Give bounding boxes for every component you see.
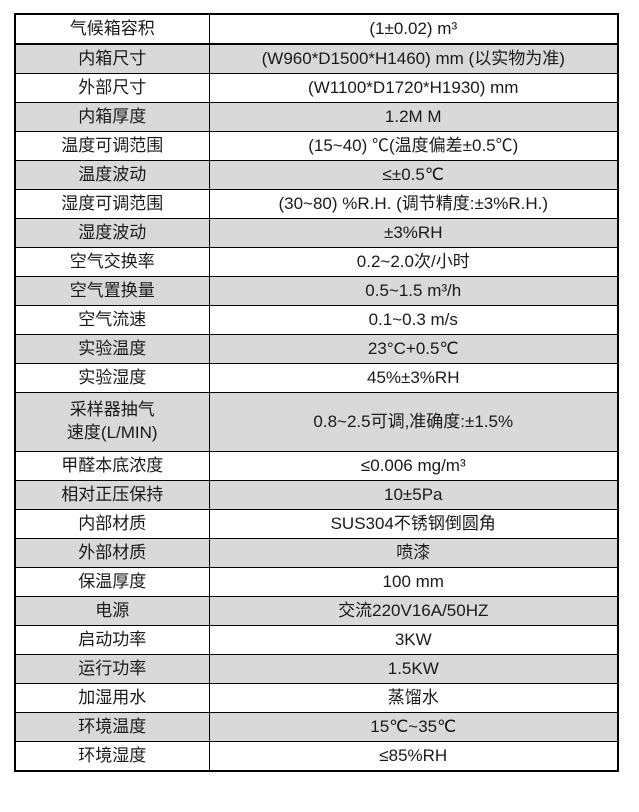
spec-value-cell: 3KW xyxy=(208,625,619,655)
spec-value-cell: 喷漆 xyxy=(208,538,619,568)
spec-parameter-cell: 保温厚度 xyxy=(14,567,210,597)
spec-parameter-cell: 湿度可调范围 xyxy=(14,189,210,219)
spec-parameter-cell: 外部尺寸 xyxy=(14,73,210,103)
spec-row: 温度波动 ≤±0.5℃ xyxy=(14,160,619,190)
spec-parameter-cell: 内箱尺寸 xyxy=(14,43,210,74)
spec-value-cell: 交流220V16A/50HZ xyxy=(208,596,619,626)
spec-parameter-cell: 加湿用水 xyxy=(14,683,210,713)
spec-parameter-cell: 温度波动 xyxy=(14,160,210,190)
spec-row: 环境湿度 ≤85%RH xyxy=(14,741,619,772)
spec-row: 启动功率 3KW xyxy=(14,625,619,655)
spec-parameter-cell: 环境温度 xyxy=(14,712,210,742)
spec-value-cell: (W1100*D1720*H1930) mm xyxy=(208,73,619,103)
spec-value-cell: 0.2~2.0次/小时 xyxy=(208,247,619,277)
spec-row: 实验湿度 45%±3%RH xyxy=(14,363,619,393)
spec-parameter-cell: 外部材质 xyxy=(14,538,210,568)
spec-row: 实验温度 23°C+0.5℃ xyxy=(14,334,619,364)
spec-row: 湿度可调范围 (30~80) %R.H. (调节精度:±3%R.H.) xyxy=(14,189,619,219)
spec-value-cell: 23°C+0.5℃ xyxy=(208,334,619,364)
spec-value-cell: 蒸馏水 xyxy=(208,683,619,713)
spec-row: 内部材质 SUS304不锈钢倒圆角 xyxy=(14,509,619,539)
spec-row: 保温厚度 100 mm xyxy=(14,567,619,597)
spec-parameter-cell: 相对正压保持 xyxy=(14,480,210,510)
spec-parameter-cell: 内部材质 xyxy=(14,509,210,539)
spec-row: 外部尺寸 (W1100*D1720*H1930) mm xyxy=(14,73,619,103)
spec-parameter-cell: 实验湿度 xyxy=(14,363,210,393)
spec-value-cell: 15℃~35℃ xyxy=(208,712,619,742)
spec-value-cell: 1.2M M xyxy=(208,102,619,132)
spec-row: 内箱尺寸 (W960*D1500*H1460) mm (以实物为准) xyxy=(14,43,619,74)
climate-chamber-spec-table: 气候箱容积 (1±0.02) m³ 内箱尺寸 (W960*D1500*H1460) m… xyxy=(14,13,619,772)
spec-row: 空气置换量 0.5~1.5 m³/h xyxy=(14,276,619,306)
spec-value-cell: (W960*D1500*H1460) mm (以实物为准) xyxy=(208,43,619,74)
spec-parameter-cell: 温度可调范围 xyxy=(14,131,210,161)
spec-value-cell: ±3%RH xyxy=(208,218,619,248)
spec-parameter-cell: 空气置换量 xyxy=(14,276,210,306)
spec-value-cell: 0.5~1.5 m³/h xyxy=(208,276,619,306)
spec-parameter-cell: 湿度波动 xyxy=(14,218,210,248)
spec-parameter-cell: 启动功率 xyxy=(14,625,210,655)
spec-parameter-cell: 空气流速 xyxy=(14,305,210,335)
spec-row: 电源 交流220V16A/50HZ xyxy=(14,596,619,626)
spec-parameter-cell: 运行功率 xyxy=(14,654,210,684)
spec-parameter-cell: 电源 xyxy=(14,596,210,626)
spec-row: 内箱厚度 1.2M M xyxy=(14,102,619,132)
spec-parameter-cell: 实验温度 xyxy=(14,334,210,364)
spec-value-cell: ≤±0.5℃ xyxy=(208,160,619,190)
spec-value-cell: 45%±3%RH xyxy=(208,363,619,393)
spec-row: 采样器抽气 速度(L/MIN) 0.8~2.5可调,准确度:±1.5% xyxy=(14,392,619,452)
spec-value-cell: 0.8~2.5可调,准确度:±1.5% xyxy=(208,392,619,452)
spec-value-cell: (15~40) ℃(温度偏差±0.5℃) xyxy=(208,131,619,161)
spec-row: 空气交换率 0.2~2.0次/小时 xyxy=(14,247,619,277)
spec-value-cell: 1.5KW xyxy=(208,654,619,684)
spec-row: 空气流速 0.1~0.3 m/s xyxy=(14,305,619,335)
spec-parameter-cell: 甲醛本底浓度 xyxy=(14,451,210,481)
spec-table-body: 气候箱容积 (1±0.02) m³ 内箱尺寸 (W960*D1500*H1460) m… xyxy=(14,13,619,772)
spec-value-cell: 10±5Pa xyxy=(208,480,619,510)
spec-parameter-cell: 环境湿度 xyxy=(14,741,210,772)
spec-row: 运行功率 1.5KW xyxy=(14,654,619,684)
spec-row: 甲醛本底浓度 ≤0.006 mg/m³ xyxy=(14,451,619,481)
spec-value-cell: ≤85%RH xyxy=(208,741,619,772)
spec-row: 加湿用水 蒸馏水 xyxy=(14,683,619,713)
spec-parameter-cell: 采样器抽气 速度(L/MIN) xyxy=(14,392,210,452)
spec-parameter-cell: 气候箱容积 xyxy=(14,13,210,45)
spec-row: 气候箱容积 (1±0.02) m³ xyxy=(14,13,619,45)
spec-parameter-cell: 空气交换率 xyxy=(14,247,210,277)
spec-parameter-cell: 内箱厚度 xyxy=(14,102,210,132)
spec-row: 相对正压保持 10±5Pa xyxy=(14,480,619,510)
spec-value-cell: (30~80) %R.H. (调节精度:±3%R.H.) xyxy=(208,189,619,219)
spec-value-cell: ≤0.006 mg/m³ xyxy=(208,451,619,481)
spec-value-cell: 100 mm xyxy=(208,567,619,597)
spec-value-cell: 0.1~0.3 m/s xyxy=(208,305,619,335)
spec-row: 温度可调范围 (15~40) ℃(温度偏差±0.5℃) xyxy=(14,131,619,161)
spec-value-cell: (1±0.02) m³ xyxy=(208,13,619,45)
spec-value-cell: SUS304不锈钢倒圆角 xyxy=(208,509,619,539)
spec-row: 湿度波动 ±3%RH xyxy=(14,218,619,248)
spec-row: 外部材质 喷漆 xyxy=(14,538,619,568)
spec-row: 环境温度 15℃~35℃ xyxy=(14,712,619,742)
